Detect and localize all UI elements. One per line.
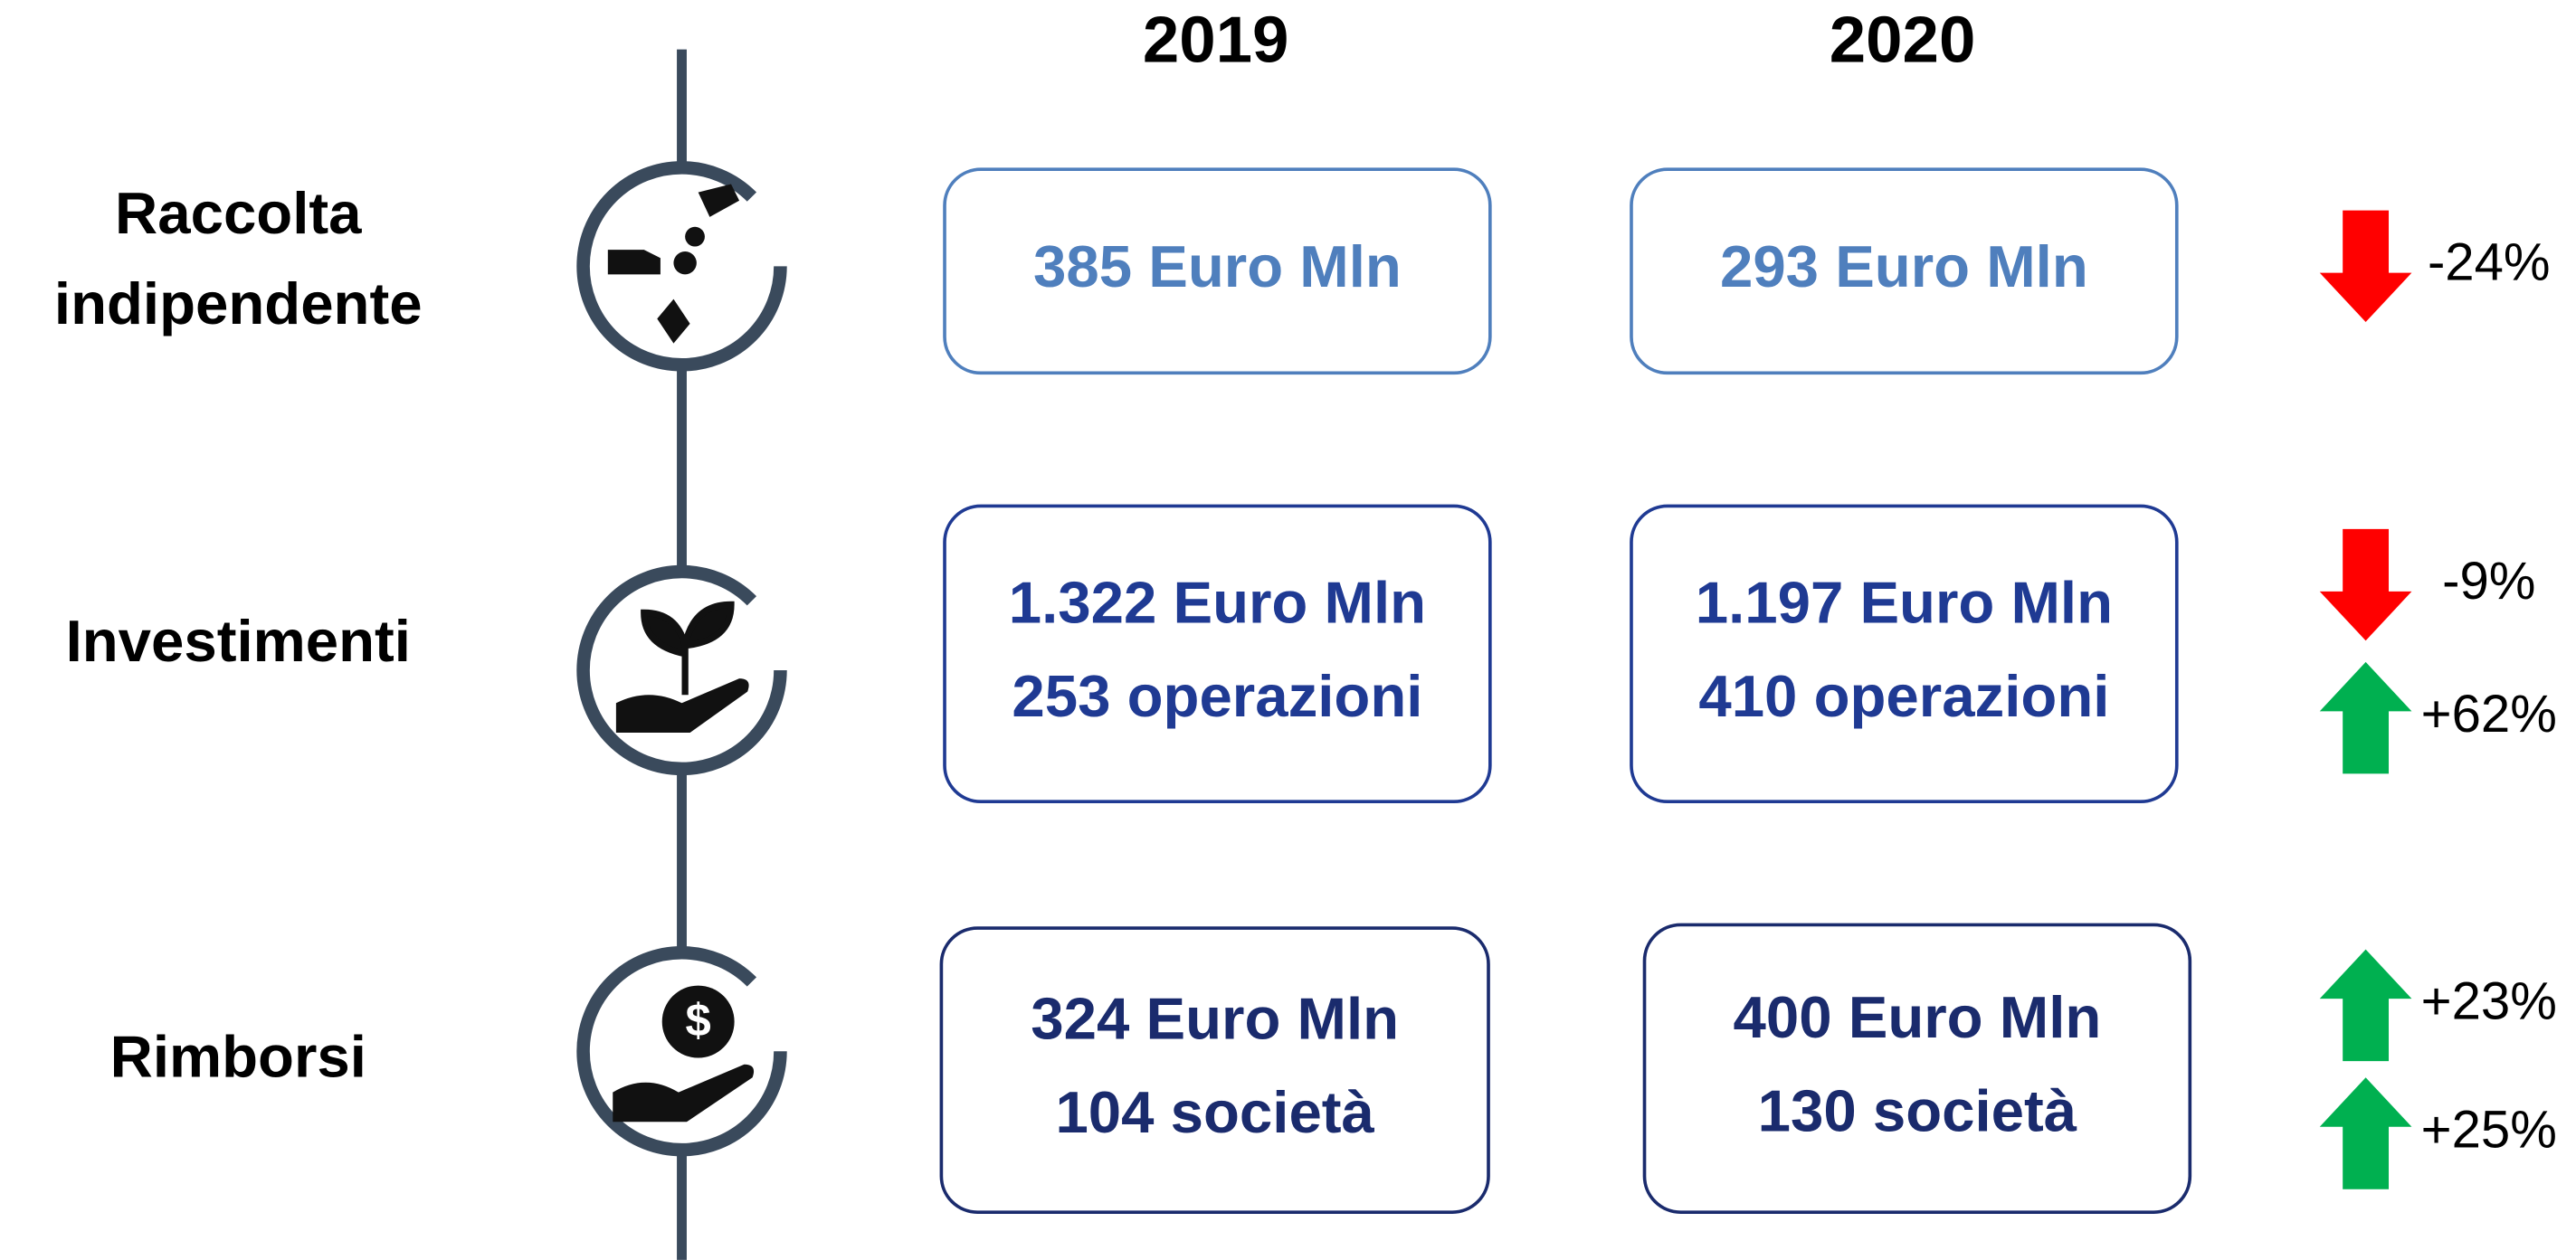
row-label: Rimborsi (110, 1023, 366, 1089)
change-arrow (2319, 210, 2412, 323)
row-label: Raccolta (115, 180, 362, 246)
value-text: 324 Euro Mln (1031, 986, 1399, 1052)
change-text: +23% (2421, 972, 2557, 1031)
value-text: 293 Euro Mln (1720, 233, 2088, 299)
value-box (1630, 167, 2179, 375)
row-label: Investimenti (66, 608, 411, 674)
value-box (939, 926, 1490, 1214)
change-text: -9% (2442, 552, 2535, 611)
change-text: +25% (2421, 1100, 2557, 1159)
value-text: 104 società (1055, 1079, 1374, 1145)
change-arrow (2319, 528, 2412, 641)
value-box (943, 167, 1492, 375)
change-arrow (2319, 1077, 2412, 1189)
value-text: 1.197 Euro Mln (1696, 569, 2113, 635)
value-box (943, 504, 1492, 804)
value-text: 1.322 Euro Mln (1009, 569, 1426, 635)
value-box (1630, 504, 2179, 804)
value-text: 385 Euro Mln (1033, 233, 1402, 299)
year-header: 2019 (1143, 3, 1289, 76)
change-text: +62% (2421, 685, 2557, 744)
svg-text:$: $ (686, 994, 711, 1046)
icon-coins (576, 161, 787, 372)
row-label: indipendente (54, 270, 423, 336)
icon-plant (576, 564, 787, 776)
value-text: 400 Euro Mln (1734, 984, 2102, 1050)
icon-refund: $ (576, 946, 787, 1157)
change-arrow (2319, 661, 2412, 774)
value-text: 253 operazioni (1012, 663, 1422, 729)
value-text: 410 operazioni (1698, 663, 2109, 729)
value-box (1642, 923, 2192, 1214)
change-text: -24% (2428, 233, 2551, 292)
value-text: 130 società (1758, 1077, 2077, 1143)
change-arrow (2319, 949, 2412, 1062)
year-header: 2020 (1830, 3, 1976, 76)
